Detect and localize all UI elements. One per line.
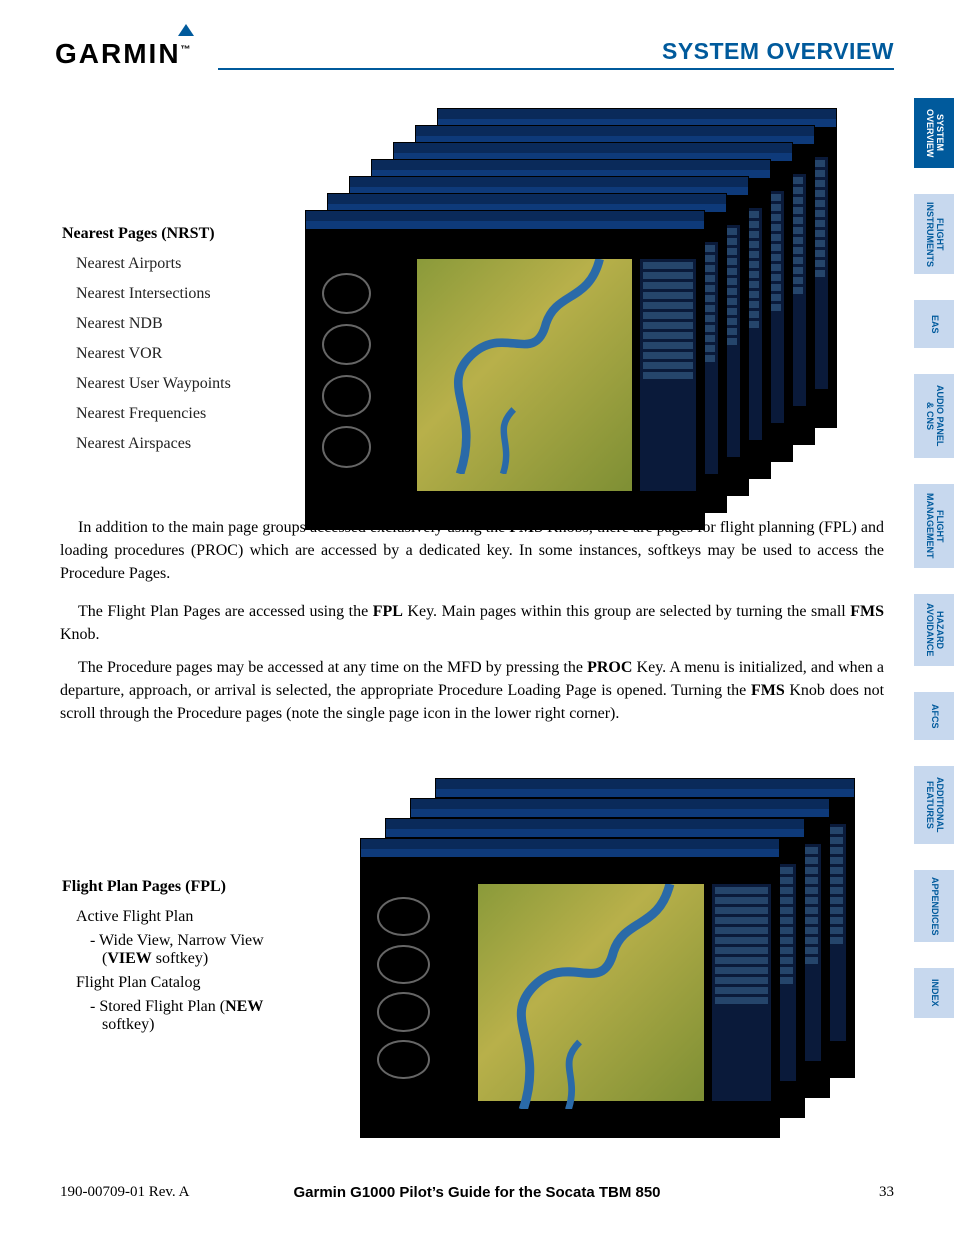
tab-appx[interactable]: APPENDICES (914, 870, 954, 942)
footer-title: Garmin G1000 Pilot’s Guide for the Socat… (0, 1184, 954, 1201)
mfd-screen (305, 210, 705, 530)
tab-flightinst[interactable]: FLIGHT INSTRUMENTS (914, 194, 954, 274)
mfd-screen (360, 838, 780, 1138)
tab-audio[interactable]: AUDIO PANEL & CNS (914, 374, 954, 458)
tab-index[interactable]: INDEX (914, 968, 954, 1018)
tab-fms[interactable]: FLIGHT MANAGEMENT (914, 484, 954, 568)
tab-eas[interactable]: EAS (914, 300, 954, 348)
tab-afcs[interactable]: AFCS (914, 692, 954, 740)
footer-page: 33 (879, 1184, 894, 1201)
tab-addl[interactable]: ADDITIONAL FEATURES (914, 766, 954, 844)
tab-hazard[interactable]: HAZARD AVOIDANCE (914, 594, 954, 666)
tab-overview[interactable]: SYSTEM OVERVIEW (914, 98, 954, 168)
